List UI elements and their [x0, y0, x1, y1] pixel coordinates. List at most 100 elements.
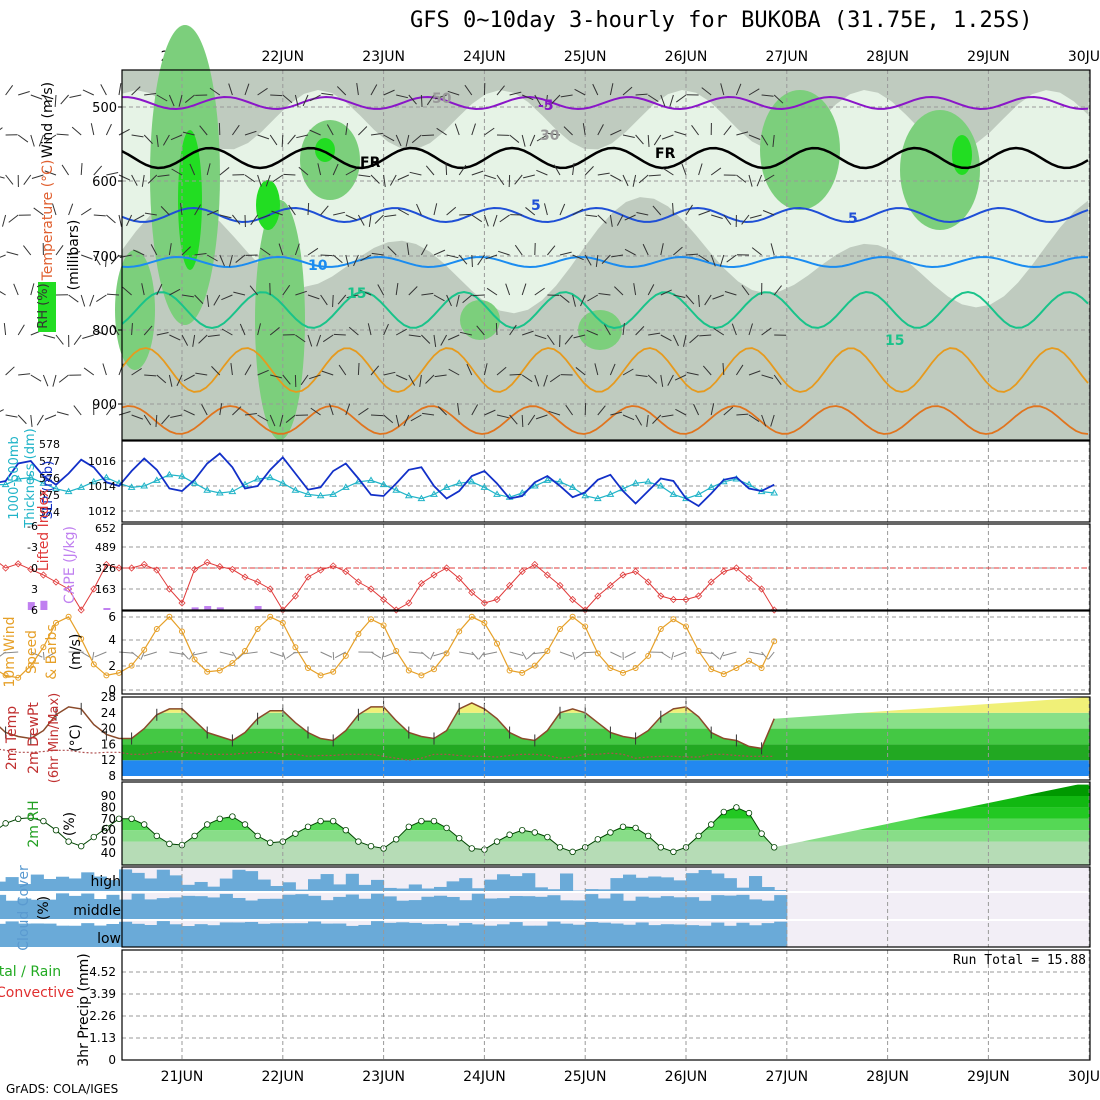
cloud-bar	[711, 895, 725, 919]
upper-wind-barb	[131, 322, 133, 336]
upper-wind-barb	[285, 414, 296, 423]
upper-wind-barb	[160, 206, 170, 216]
surface-wind-barb	[334, 651, 347, 659]
rh-marker	[619, 823, 627, 830]
upper-wind-barb	[358, 174, 371, 178]
upper-wind-barb	[408, 374, 416, 386]
wind-speed-marker	[27, 662, 34, 669]
lifted-index-marker	[758, 585, 766, 593]
rh-tick-label: 90	[101, 789, 116, 803]
rh-marker	[544, 833, 551, 841]
rh-bright-region	[178, 130, 202, 270]
upper-wind-barb	[131, 414, 144, 420]
upper-wind-barb	[395, 414, 400, 427]
cape-bar	[216, 607, 224, 610]
upper-wind-barb	[545, 94, 548, 107]
upper-wind-barb	[610, 174, 622, 182]
thickness-marker	[430, 490, 438, 497]
cloud-bar	[723, 895, 737, 919]
temperature-label: Temperature (°C)	[40, 160, 56, 282]
upper-wind-barb	[71, 126, 82, 136]
upper-wind-barb	[436, 127, 447, 136]
upper-wind-barb	[55, 334, 64, 345]
cloud-bar	[585, 922, 599, 947]
upper-wind-barb	[90, 123, 95, 136]
upper-wind-barb	[585, 214, 598, 217]
cape-bar	[254, 606, 262, 610]
upper-wind-barb	[206, 294, 210, 307]
cloud-bar	[497, 874, 511, 891]
upper-wind-barb	[228, 83, 233, 96]
upper-wind-barb	[269, 134, 278, 146]
cloud-bar	[358, 898, 372, 919]
cloud-bar	[219, 893, 233, 919]
rh-marker	[720, 808, 727, 816]
upper-wind-barb	[669, 94, 674, 107]
lifted-tick-label: -6	[27, 520, 38, 533]
upper-wind-barb	[44, 414, 57, 420]
cloud-bar	[736, 887, 750, 891]
rh-band	[122, 841, 1090, 853]
cloud-bar	[572, 900, 586, 919]
rh-tick-label: 50	[101, 835, 116, 849]
thickness-marker	[228, 487, 237, 495]
upper-wind-barb	[751, 247, 762, 256]
upper-wind-barb	[333, 333, 346, 336]
upper-wind-barb	[106, 172, 119, 176]
rh-marker	[103, 824, 110, 832]
surface-wind-barb	[42, 651, 45, 661]
upper-wind-barb	[69, 94, 82, 98]
upper-wind-barb	[141, 283, 145, 296]
cloud-bar	[497, 924, 511, 947]
rh-mid-region-upper	[122, 70, 1090, 150]
wind-speed-marker	[733, 665, 740, 672]
wind-speed-marker	[519, 669, 526, 676]
thickness-marker	[14, 475, 23, 482]
upper-wind-barb	[736, 413, 749, 416]
upper-wind-barb	[756, 174, 763, 187]
rh-green-region	[760, 90, 840, 210]
thickness-marker	[467, 477, 476, 485]
upper-wind-barb	[534, 374, 540, 387]
upper-wind-barb	[720, 83, 725, 96]
band-16-20	[122, 728, 1090, 745]
rh-marker	[393, 836, 400, 843]
upper-wind-barb	[131, 174, 138, 186]
surface-wind-barb	[131, 651, 141, 660]
upper-wind-barb	[698, 294, 700, 308]
upper-wind-barb	[235, 254, 246, 263]
upper-wind-barb	[143, 325, 153, 336]
lifted-index-marker	[77, 606, 85, 614]
upper-wind-barb	[521, 374, 533, 383]
lifted-index-marker	[543, 571, 551, 579]
cloud-bar	[182, 895, 196, 919]
rh-marker	[657, 844, 664, 851]
upper-wind-barb	[544, 203, 548, 216]
cloud-bar	[749, 876, 763, 891]
barbs-label: & Barbs	[44, 624, 60, 680]
wind-speed-marker	[330, 668, 337, 675]
upper-wind-barb	[559, 294, 570, 303]
upper-wind-barb	[272, 174, 284, 183]
lifted-index-marker	[745, 574, 753, 583]
upper-wind-barb	[17, 134, 29, 143]
upper-wind-barb	[672, 202, 674, 216]
upper-wind-barb	[54, 94, 57, 108]
cloud-bar	[446, 896, 460, 919]
thickness-marker	[316, 491, 325, 499]
upper-wind-barb	[521, 414, 524, 428]
rh-marker	[695, 832, 702, 840]
upper-wind-barb	[547, 245, 556, 256]
wind-speed-marker	[468, 613, 475, 620]
upper-wind-barb	[0, 291, 6, 296]
upper-wind-barb	[257, 134, 270, 140]
rh-marker	[90, 833, 97, 841]
lifted-index-marker	[405, 599, 413, 607]
upper-wind-barb	[338, 364, 347, 376]
rh-panel-frame	[121, 781, 1091, 866]
upper-wind-barb	[698, 163, 703, 176]
cloud-bar	[56, 893, 70, 919]
upper-wind-barb	[586, 329, 598, 336]
upper-wind-barb	[514, 174, 523, 185]
rh-marker	[153, 832, 160, 840]
